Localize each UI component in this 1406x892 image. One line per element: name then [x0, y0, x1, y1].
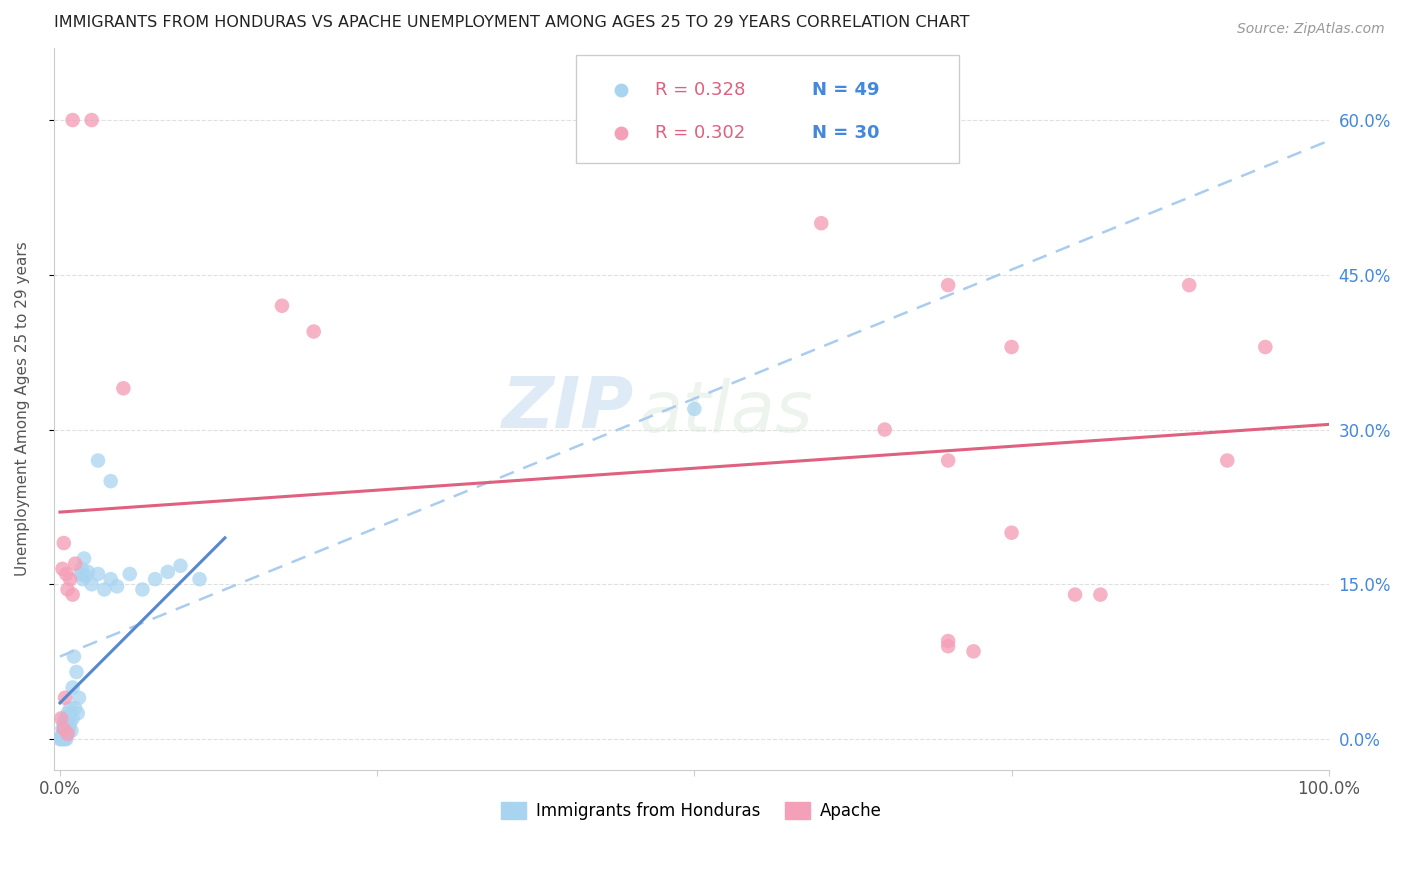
Point: [87, 453, 110, 467]
Point: [56, 714, 79, 728]
Point: [62, 711, 84, 725]
Point: [93, 582, 115, 597]
Point: [52, 732, 75, 747]
Point: [683, 401, 706, 416]
Point: [75, 569, 97, 583]
Point: [56, 582, 79, 597]
Point: [1178, 278, 1201, 293]
Point: [72, 572, 94, 586]
Point: [55, 720, 77, 734]
Point: [936, 453, 959, 467]
Point: [62, 588, 84, 602]
Point: [66, 706, 89, 721]
Point: [51, 732, 73, 747]
Point: [936, 634, 959, 648]
Point: [131, 582, 153, 597]
Point: [302, 325, 325, 339]
Point: [53, 723, 76, 738]
Point: [55, 727, 77, 741]
Point: [59, 716, 82, 731]
Point: [63, 701, 86, 715]
Text: R = 0.328: R = 0.328: [655, 81, 745, 99]
Point: [70, 562, 93, 576]
Text: IMMIGRANTS FROM HONDURAS VS APACHE UNEMPLOYMENT AMONG AGES 25 TO 29 YEARS CORREL: IMMIGRANTS FROM HONDURAS VS APACHE UNEMP…: [53, 15, 969, 30]
Point: [76, 565, 98, 579]
Point: [52, 536, 75, 550]
Point: [1254, 340, 1277, 354]
Legend: Immigrants from Honduras, Apache: Immigrants from Honduras, Apache: [494, 795, 889, 827]
Text: N = 30: N = 30: [813, 124, 880, 142]
Point: [169, 558, 191, 573]
Point: [100, 572, 122, 586]
FancyBboxPatch shape: [576, 55, 959, 163]
Point: [69, 566, 91, 581]
Point: [51, 562, 73, 576]
Point: [51, 732, 73, 747]
Point: [59, 701, 82, 715]
Point: [80, 577, 103, 591]
Point: [53, 732, 76, 747]
Point: [271, 299, 294, 313]
Point: [56, 706, 79, 721]
Point: [55, 732, 77, 747]
Point: [1000, 340, 1022, 354]
Point: [1090, 588, 1112, 602]
Point: [53, 711, 76, 725]
Point: [112, 381, 135, 395]
Point: [51, 727, 73, 741]
Point: [936, 639, 959, 653]
Point: [143, 572, 166, 586]
Point: [188, 572, 211, 586]
Point: [52, 729, 75, 743]
Point: [49, 732, 72, 747]
Point: [58, 722, 80, 736]
Point: [936, 278, 959, 293]
Point: [100, 474, 122, 488]
Point: [63, 557, 86, 571]
Point: [62, 681, 84, 695]
Point: [67, 690, 90, 705]
Point: [80, 113, 103, 128]
Point: [156, 565, 179, 579]
Point: [51, 722, 73, 736]
Point: [1216, 453, 1239, 467]
Point: [53, 690, 76, 705]
Text: Source: ZipAtlas.com: Source: ZipAtlas.com: [1237, 22, 1385, 37]
Point: [62, 113, 84, 128]
Point: [1064, 588, 1087, 602]
Text: N = 49: N = 49: [813, 81, 880, 99]
Point: [58, 709, 80, 723]
Point: [52, 722, 75, 736]
Point: [52, 716, 75, 731]
Text: atlas: atlas: [638, 378, 813, 447]
Point: [63, 649, 86, 664]
Text: R = 0.302: R = 0.302: [655, 124, 745, 142]
Point: [87, 566, 110, 581]
Point: [118, 566, 141, 581]
Point: [810, 216, 832, 230]
Point: [962, 644, 984, 658]
Text: ZIP: ZIP: [502, 375, 634, 443]
Point: [55, 566, 77, 581]
Point: [1000, 525, 1022, 540]
Point: [73, 551, 96, 566]
Point: [51, 730, 73, 744]
Point: [65, 665, 87, 679]
Point: [59, 572, 82, 586]
Point: [60, 723, 83, 738]
Point: [873, 423, 896, 437]
Point: [105, 579, 128, 593]
Point: [51, 711, 73, 725]
Point: [56, 727, 79, 741]
Y-axis label: Unemployment Among Ages 25 to 29 years: Unemployment Among Ages 25 to 29 years: [15, 242, 30, 576]
